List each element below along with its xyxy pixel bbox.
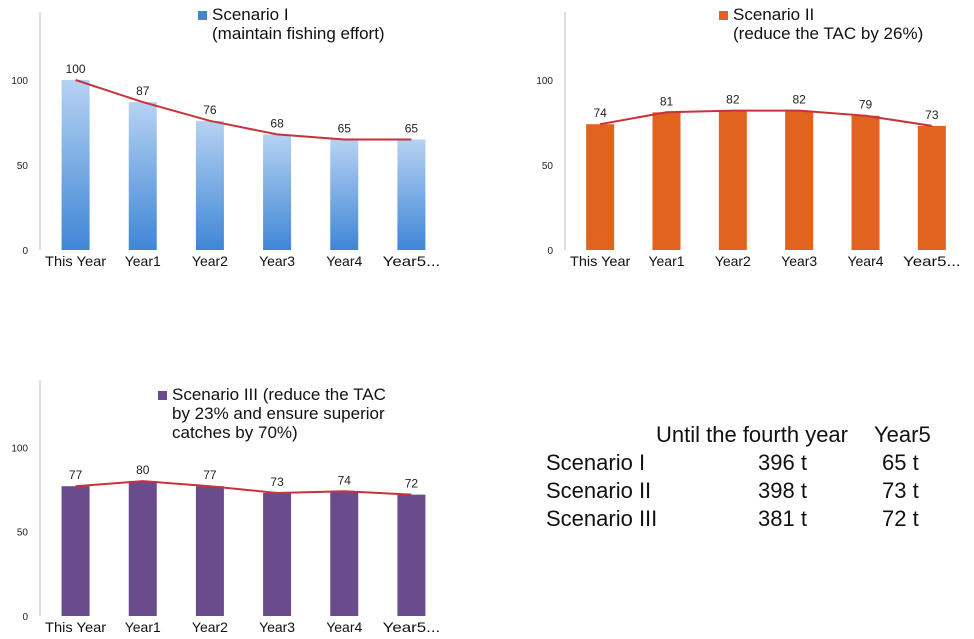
x-tick-label: Year2 — [192, 619, 228, 635]
x-tick-label: Year4 — [326, 253, 362, 269]
bar — [61, 486, 90, 616]
y-tick-label: 0 — [22, 612, 28, 623]
bar — [128, 481, 157, 616]
data-label: 82 — [792, 93, 806, 107]
y-tick-label: 0 — [22, 246, 28, 257]
bar — [652, 112, 681, 250]
x-tick-label: Year5... — [383, 253, 441, 269]
legend-label: (reduce the TAC by 26%) — [733, 24, 923, 43]
data-label: 65 — [338, 122, 352, 136]
x-tick-label: This Year — [570, 253, 631, 269]
bar — [718, 110, 747, 250]
y-tick-label: 100 — [11, 443, 28, 454]
y-tick-label: 50 — [17, 528, 29, 539]
bar — [397, 494, 426, 616]
x-tick-label: This Year — [45, 253, 107, 269]
legend-label: (maintain fishing effort) — [212, 24, 385, 43]
scenario-1-chart: 0 50 100 100 87 76 68 65 65 This Year Year1 Year2 Ye… — [11, 5, 441, 269]
x-tick-label: Year1 — [125, 253, 161, 269]
data-label: 65 — [405, 122, 419, 136]
data-label: 73 — [925, 108, 939, 122]
scenario-2-chart: 0 50 100 74 81 82 82 79 73 This Year Year1 Year2 Yea… — [536, 5, 961, 269]
legend-label: Scenario III (reduce the TAC — [172, 385, 386, 404]
bar — [851, 115, 880, 250]
legend-swatch — [198, 11, 207, 20]
data-label: 73 — [270, 475, 284, 489]
legend-label: Scenario II — [733, 5, 814, 24]
data-label: 68 — [270, 116, 284, 130]
x-tick-label: Year2 — [715, 253, 751, 269]
summary-row-total: 396 t — [758, 450, 807, 475]
bar — [330, 139, 359, 250]
legend-swatch — [158, 391, 167, 400]
summary-row-label: Scenario III — [546, 506, 658, 531]
bar — [586, 124, 615, 250]
data-label: 77 — [69, 468, 83, 482]
summary-row-label: Scenario I — [546, 450, 646, 475]
data-label: 79 — [859, 98, 873, 112]
x-tick-label: Year1 — [649, 253, 685, 269]
bar — [397, 139, 426, 250]
x-tick-label: Year4 — [848, 253, 884, 269]
summary-row-year5: 73 t — [882, 478, 919, 503]
summary-row-year5: 65 t — [882, 450, 919, 475]
legend-label: catches by 70%) — [172, 423, 298, 442]
x-tick-label: Year3 — [259, 253, 295, 269]
x-tick-label: Year4 — [326, 619, 362, 635]
y-tick-label: 100 — [536, 76, 553, 87]
bar — [263, 492, 292, 616]
bar — [917, 125, 946, 250]
bar — [785, 110, 814, 250]
bar — [330, 491, 359, 616]
x-tick-label: Year3 — [781, 253, 817, 269]
bar — [128, 102, 157, 250]
bar — [263, 134, 292, 250]
y-tick-label: 50 — [542, 161, 554, 172]
x-tick-label: Year2 — [192, 253, 228, 269]
data-label: 74 — [338, 473, 352, 487]
data-label: 76 — [203, 103, 217, 117]
data-label: 72 — [405, 477, 419, 491]
summary-header-total: Until the fourth year — [656, 422, 848, 447]
trend-line — [75, 480, 412, 496]
x-tick-label: Year3 — [259, 619, 295, 635]
data-label: 80 — [136, 463, 150, 477]
data-label: 74 — [593, 106, 607, 120]
data-label: 77 — [203, 468, 217, 482]
data-label: 81 — [660, 94, 674, 108]
x-tick-label: Year5... — [383, 619, 441, 635]
summary-row-label: Scenario II — [546, 478, 652, 503]
trend-line — [599, 109, 932, 127]
y-tick-label: 100 — [11, 76, 28, 87]
bar — [195, 120, 224, 250]
legend-label: by 23% and ensure superior — [172, 404, 385, 423]
bar — [195, 486, 224, 616]
legend-swatch — [719, 11, 728, 20]
bar — [61, 80, 90, 250]
summary-row-total: 398 t — [758, 478, 807, 503]
scenario-3-chart: 0 50 100 77 80 77 73 74 72 This Year Year1 Year2 Yea… — [11, 380, 441, 635]
legend-label: Scenario I — [212, 5, 289, 24]
data-label: 100 — [66, 62, 86, 76]
scenario-summary-table: Until the fourth year Year5 Scenario I 3… — [540, 420, 960, 540]
y-tick-label: 0 — [547, 246, 553, 257]
x-tick-label: Year5... — [903, 253, 961, 269]
summary-row-year5: 72 t — [882, 506, 919, 531]
summary-row-total: 381 t — [758, 506, 807, 531]
y-tick-label: 50 — [17, 161, 29, 172]
summary-header-year5: Year5 — [874, 422, 931, 447]
data-label: 82 — [726, 93, 740, 107]
x-tick-label: This Year — [45, 619, 107, 635]
data-label: 87 — [136, 84, 150, 98]
trend-line — [75, 79, 412, 141]
x-tick-label: Year1 — [125, 619, 161, 635]
